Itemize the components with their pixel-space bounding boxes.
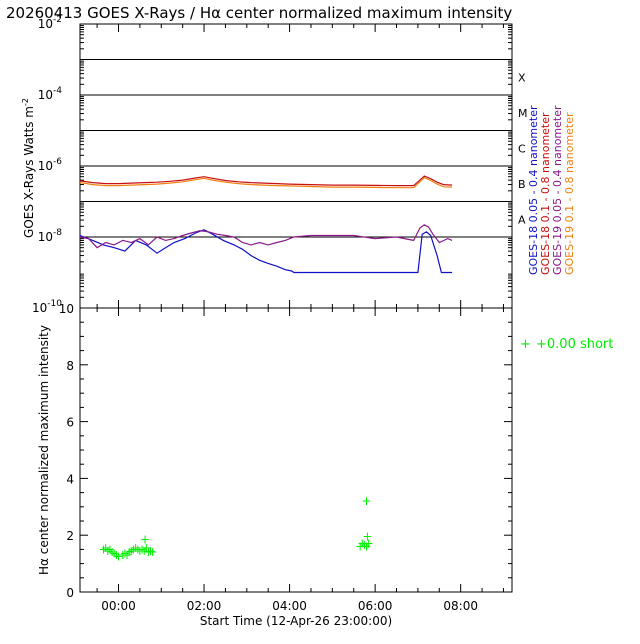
halpha-point: + [362, 530, 372, 544]
flare-class-label: A [518, 213, 526, 226]
x-tick-label: 06:00 [358, 599, 393, 613]
halpha-point: + [362, 540, 372, 554]
halpha-point: + [140, 532, 150, 546]
halpha-point: + [133, 542, 143, 556]
halpha-point: + [124, 545, 134, 559]
halpha-point: + [105, 542, 115, 556]
halpha-legend: + +0.00 short [520, 337, 613, 352]
halpha-point: + [355, 540, 365, 554]
goes-series-line [79, 175, 453, 187]
flare-class-labels: X M C B A [518, 71, 528, 226]
x-tick-label: 04:00 [272, 599, 307, 613]
goes-legend: GOES-18 0.05 - 0.4 nanometer GOES-18 0.1 … [527, 105, 576, 275]
goes-xray-panel: 10-2 10-4 10-6 10-8 10-10 X M C B A GOES-18 0.05… [21, 15, 576, 315]
halpha-y-axis-ticks: 0 2 4 6 8 10 [59, 302, 512, 600]
goes-series-line [79, 224, 453, 249]
halpha-point: + [109, 547, 119, 561]
halpha-y-axis-label: Hα center normalized maximum intensity [37, 325, 51, 575]
halpha-point: + [118, 548, 128, 562]
y-tick-label: 10-2 [38, 15, 62, 31]
halpha-point: + [128, 542, 138, 556]
y-tick-label: 10-6 [38, 157, 63, 173]
goes-y-axis-ticks: 10-2 10-4 10-6 10-8 10-10 [32, 15, 512, 315]
y-tick-label: 10-8 [38, 228, 63, 244]
x-tick-label: 02:00 [187, 599, 222, 613]
goes-legend-entry: GOES-18 0.05 - 0.4 nanometer [527, 105, 540, 275]
y-tick-label: 10-10 [32, 299, 62, 315]
halpha-point: + [135, 544, 145, 558]
halpha-point: + [103, 544, 113, 558]
halpha-point: + [98, 542, 108, 556]
x-tick-label: 08:00 [443, 599, 478, 613]
chart-title: 20260413 GOES X-Rays / Hα center normali… [6, 4, 512, 22]
y-tick-label: 10 [59, 302, 74, 316]
halpha-point: + [101, 541, 111, 555]
halpha-point: + [120, 547, 130, 561]
halpha-point: + [148, 545, 158, 559]
y-tick-label: 8 [66, 359, 74, 373]
goes-y-axis-label: GOES X-Rays Watts m-2 [21, 98, 36, 238]
y-tick-label: 4 [66, 472, 74, 486]
halpha-point: + [122, 548, 132, 562]
halpha-point: + [364, 537, 374, 551]
flare-class-label: C [518, 142, 526, 155]
halpha-point: + [141, 541, 151, 555]
y-tick-label: 10-4 [38, 86, 63, 102]
halpha-legend-label: +0.00 short [536, 337, 613, 352]
goes-legend-entry: GOES-19 0.1 - 0.8 nanometer [563, 112, 576, 275]
time-x-axis-label: Start Time (12-Apr-26 23:00:00) [200, 614, 392, 628]
y-tick-label: 6 [66, 416, 74, 430]
x-tick-label: 00:00 [101, 599, 136, 613]
y-tick-label: 2 [66, 529, 74, 543]
y-tick-label: 0 [66, 586, 74, 600]
halpha-point: + [111, 548, 121, 562]
halpha-point: + [139, 544, 149, 558]
halpha-legend-marker: + [520, 337, 531, 352]
goes-legend-entry: GOES-19 0.05 - 0.4 nanometer [551, 105, 564, 275]
goes-legend-entry: GOES-18 0.1 - 0.8 nanometer [539, 112, 552, 275]
flare-class-label: M [518, 107, 528, 120]
halpha-point: + [107, 545, 117, 559]
goes-series-line [79, 176, 453, 189]
flare-level-lines [80, 59, 512, 238]
flare-class-label: B [518, 178, 526, 191]
halpha-point: + [146, 544, 156, 558]
halpha-point: + [359, 538, 369, 552]
halpha-point: + [143, 545, 153, 559]
halpha-point: + [357, 537, 367, 551]
time-x-axis-ticks: 00:00 02:00 04:00 06:00 08:00 [96, 24, 504, 613]
halpha-point: + [137, 542, 147, 556]
goes-series-line [79, 229, 453, 274]
halpha-scatter-points: +++++++++++++++++++++++++++++++ [98, 494, 373, 563]
halpha-point: + [113, 550, 123, 564]
goes-series-lines [79, 175, 453, 274]
halpha-point: + [362, 494, 372, 508]
flare-class-label: X [518, 71, 526, 84]
halpha-point: + [126, 544, 136, 558]
halpha-point: + [131, 541, 141, 555]
